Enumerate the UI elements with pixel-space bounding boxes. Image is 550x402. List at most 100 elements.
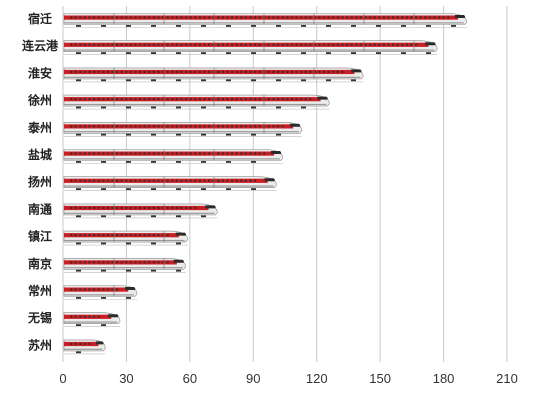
train-window xyxy=(295,43,298,46)
wheel xyxy=(401,25,406,27)
train-window xyxy=(447,16,450,19)
wheel xyxy=(226,188,231,190)
train-window xyxy=(116,288,119,291)
train-window xyxy=(189,206,192,209)
train-window xyxy=(240,179,243,182)
train-window xyxy=(433,16,436,19)
train-window xyxy=(162,206,165,209)
train-window xyxy=(313,70,316,73)
train-window xyxy=(323,43,326,46)
train-window xyxy=(120,125,123,128)
category-label: 扬州 xyxy=(28,174,52,189)
train-window xyxy=(111,43,114,46)
wheel xyxy=(376,52,381,54)
train-window xyxy=(93,179,96,182)
train-window xyxy=(79,315,82,318)
train-window xyxy=(70,315,73,318)
train-window xyxy=(244,125,247,128)
train-window xyxy=(148,261,151,264)
train-window xyxy=(208,43,211,46)
train-window xyxy=(129,179,132,182)
train-window xyxy=(116,234,119,237)
train-window xyxy=(318,16,321,19)
train-window xyxy=(309,43,312,46)
train-window xyxy=(74,16,77,19)
train-window xyxy=(97,179,100,182)
train-window xyxy=(93,288,96,291)
wheel xyxy=(101,324,106,326)
train-window xyxy=(111,98,114,101)
train-window xyxy=(116,261,119,264)
train-window xyxy=(221,70,224,73)
train-window xyxy=(350,16,353,19)
train-window xyxy=(180,70,183,73)
train-window xyxy=(129,206,132,209)
train-window xyxy=(323,16,326,19)
wheel xyxy=(76,297,81,299)
train-window xyxy=(180,98,183,101)
wheel xyxy=(276,25,281,27)
train-window xyxy=(143,98,146,101)
train-window xyxy=(79,288,82,291)
wheel xyxy=(126,52,131,54)
wheel xyxy=(151,79,156,82)
train-window xyxy=(327,16,330,19)
train-window xyxy=(143,152,146,155)
wheel xyxy=(76,188,81,190)
train-window xyxy=(106,261,109,264)
bar-train xyxy=(63,203,218,219)
train-window xyxy=(70,125,73,128)
train-window xyxy=(106,152,109,155)
train-window xyxy=(83,70,86,73)
train-window xyxy=(254,179,257,182)
train-window xyxy=(83,152,86,155)
train-window xyxy=(175,98,178,101)
train-window xyxy=(125,152,128,155)
train-window xyxy=(152,206,155,209)
train-window xyxy=(208,16,211,19)
train-window xyxy=(263,152,266,155)
train-window xyxy=(125,70,128,73)
train-window xyxy=(254,152,257,155)
train-window xyxy=(369,43,372,46)
wheel xyxy=(101,269,106,272)
train-window xyxy=(185,98,188,101)
wheel xyxy=(101,25,106,27)
train-window xyxy=(180,152,183,155)
train-window xyxy=(341,16,344,19)
train-stripe xyxy=(64,151,275,156)
wheel xyxy=(176,215,181,218)
train-window xyxy=(125,43,128,46)
train-window xyxy=(102,125,105,128)
train-window xyxy=(70,98,73,101)
train-window xyxy=(120,43,123,46)
train-window xyxy=(97,315,100,318)
train-window xyxy=(327,43,330,46)
train-window xyxy=(152,43,155,46)
train-window xyxy=(162,179,165,182)
wheel xyxy=(201,215,206,218)
train-window xyxy=(120,70,123,73)
train-window xyxy=(240,152,243,155)
train-window xyxy=(189,179,192,182)
train-window xyxy=(152,16,155,19)
train-window xyxy=(332,70,335,73)
wheel xyxy=(176,106,181,109)
train-skirt xyxy=(64,267,183,269)
train-window xyxy=(139,261,142,264)
train-window xyxy=(102,288,105,291)
train-window xyxy=(410,43,413,46)
train-window xyxy=(295,16,298,19)
train-window xyxy=(157,152,160,155)
train-window xyxy=(97,70,100,73)
bar-train xyxy=(63,176,277,191)
wheel xyxy=(76,52,81,54)
train-window xyxy=(139,43,142,46)
bar-train xyxy=(63,40,438,56)
train-window xyxy=(221,43,224,46)
train-window xyxy=(235,16,238,19)
train-window xyxy=(102,98,105,101)
train-window xyxy=(171,16,174,19)
train-window xyxy=(83,261,86,264)
train-window xyxy=(171,206,174,209)
